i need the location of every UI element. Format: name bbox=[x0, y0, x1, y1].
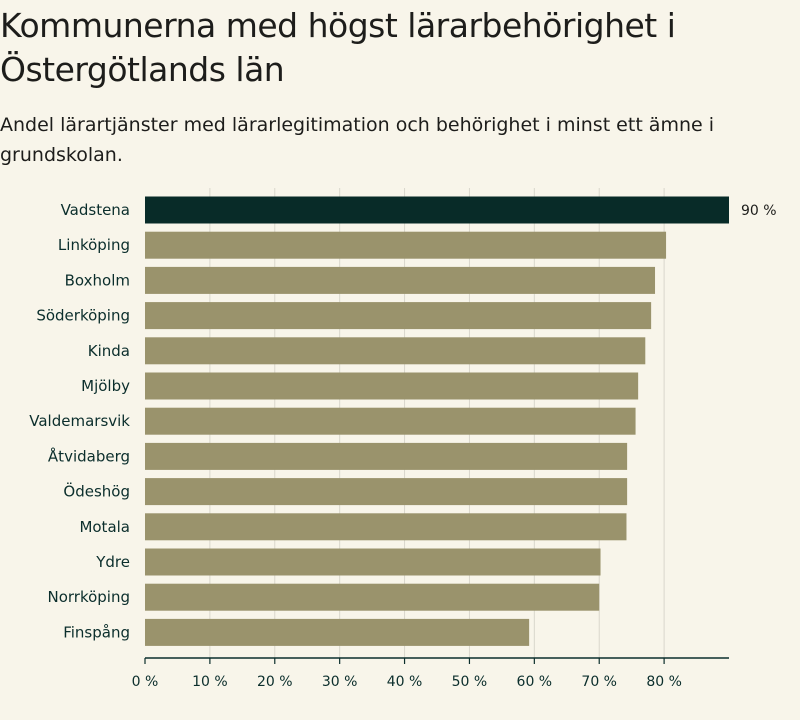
category-label: Linköping bbox=[58, 236, 130, 254]
category-label: Ödeshög bbox=[63, 482, 130, 501]
bar bbox=[145, 442, 628, 470]
category-label: Norrköping bbox=[47, 588, 130, 606]
category-label: Finspång bbox=[63, 623, 130, 641]
bar bbox=[145, 548, 601, 576]
x-tick-label: 20 % bbox=[257, 674, 293, 690]
category-label: Valdemarsvik bbox=[29, 412, 130, 430]
category-label: Mjölby bbox=[81, 377, 130, 395]
bar bbox=[145, 337, 646, 365]
x-tick-label: 70 % bbox=[581, 674, 617, 690]
category-label: Kinda bbox=[88, 342, 130, 360]
x-tick-label: 10 % bbox=[192, 674, 228, 690]
bar bbox=[145, 478, 628, 506]
category-label: Söderköping bbox=[36, 307, 130, 325]
bar bbox=[145, 231, 667, 259]
bar bbox=[145, 513, 627, 541]
x-tick-label: 60 % bbox=[517, 674, 553, 690]
category-label: Boxholm bbox=[65, 271, 130, 289]
chart-subtitle: Andel lärartjänster med lärarlegitimatio… bbox=[0, 114, 715, 166]
bar bbox=[145, 266, 656, 294]
bar bbox=[145, 372, 639, 400]
x-tick-label: 40 % bbox=[387, 674, 423, 690]
category-label: Motala bbox=[79, 518, 130, 536]
bar bbox=[145, 196, 729, 224]
category-label: Åtvidaberg bbox=[48, 446, 130, 465]
x-tick-label: 50 % bbox=[452, 674, 488, 690]
bar bbox=[145, 407, 636, 435]
x-tick-label: 30 % bbox=[322, 674, 358, 690]
x-tick-label: 0 % bbox=[132, 674, 159, 690]
chart-title: Kommunerna med högst lärarbehörighet i Ö… bbox=[0, 6, 676, 89]
bar bbox=[145, 583, 600, 611]
data-label: 90 % bbox=[741, 203, 777, 219]
category-label: Vadstena bbox=[61, 201, 130, 219]
x-tick-label: 80 % bbox=[646, 674, 682, 690]
category-label: Ydre bbox=[95, 553, 130, 571]
bar bbox=[145, 302, 652, 330]
bar bbox=[145, 618, 530, 646]
